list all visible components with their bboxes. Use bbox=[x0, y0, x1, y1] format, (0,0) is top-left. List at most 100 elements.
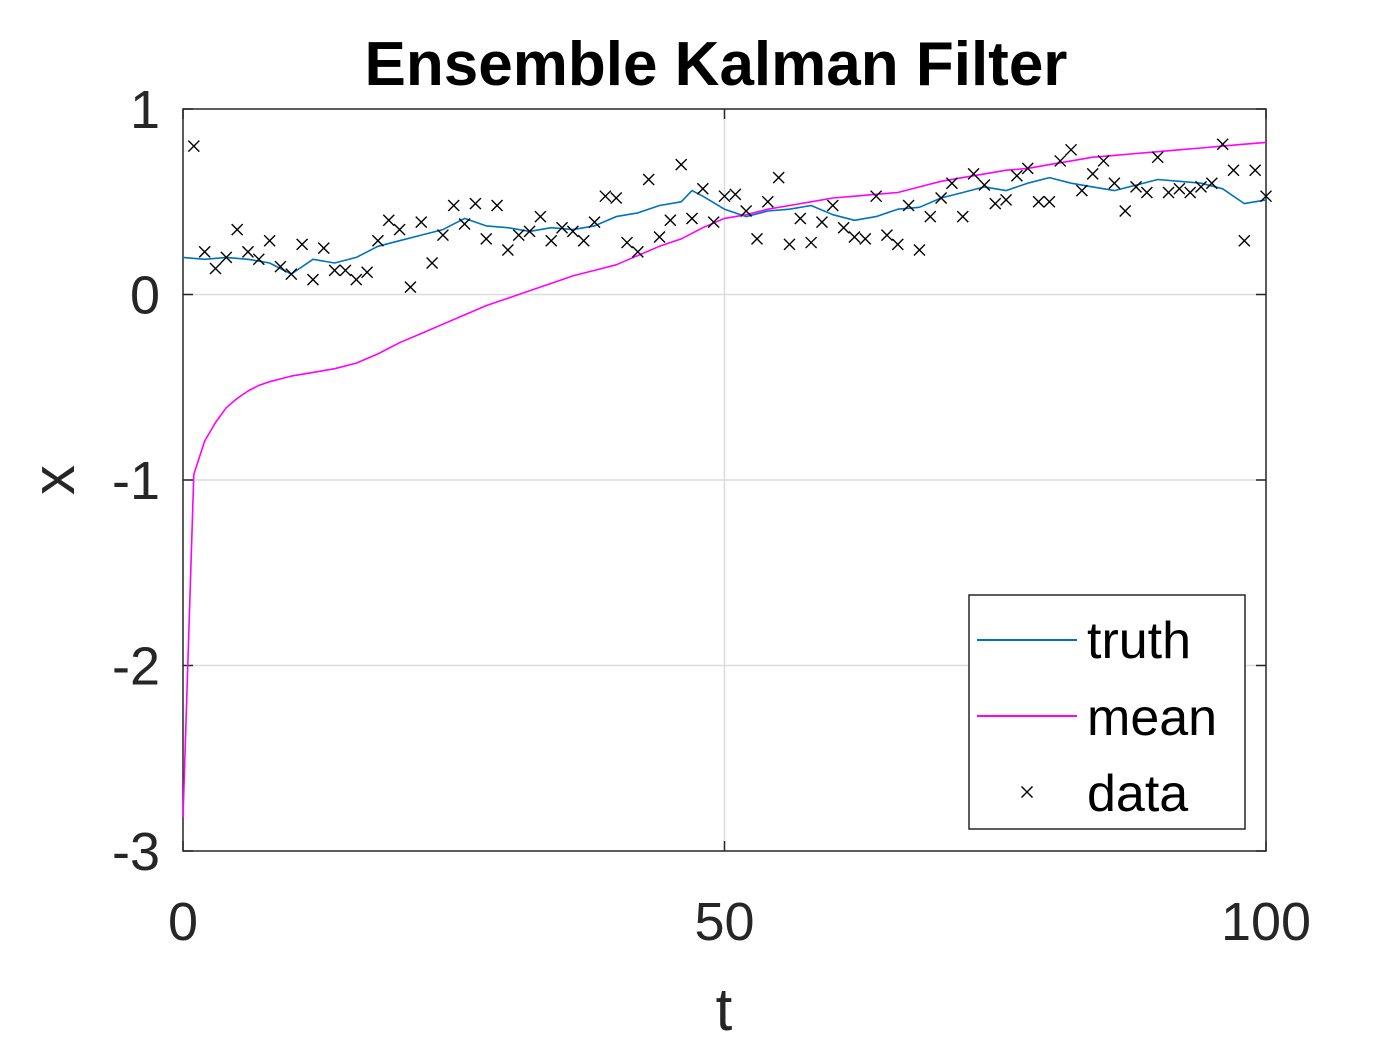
data-point bbox=[621, 236, 634, 249]
legend-label-mean: mean bbox=[1087, 689, 1217, 747]
data-point bbox=[956, 210, 969, 223]
data-point bbox=[1205, 177, 1218, 190]
legend-marker-data bbox=[1021, 786, 1033, 798]
data-point bbox=[350, 273, 363, 286]
data-point bbox=[415, 216, 428, 229]
data-point bbox=[675, 158, 688, 171]
data-point bbox=[1000, 193, 1013, 206]
data-point bbox=[1097, 154, 1110, 167]
data-point bbox=[1173, 182, 1186, 195]
data-point bbox=[339, 264, 352, 277]
data-point bbox=[815, 216, 828, 229]
legend-label-data: data bbox=[1087, 765, 1188, 823]
data-point bbox=[1216, 138, 1229, 151]
data-point bbox=[880, 229, 893, 242]
data-point bbox=[686, 212, 699, 225]
data-point bbox=[306, 273, 319, 286]
data-point bbox=[220, 251, 233, 264]
data-point bbox=[252, 253, 265, 266]
data-point bbox=[577, 234, 590, 247]
data-point bbox=[447, 199, 460, 212]
data-point bbox=[653, 231, 666, 243]
data-point bbox=[426, 256, 439, 269]
data-point bbox=[404, 281, 417, 294]
data-point bbox=[328, 264, 341, 277]
data-point bbox=[783, 238, 796, 251]
data-point bbox=[491, 199, 504, 212]
data-point bbox=[512, 229, 525, 242]
data-point bbox=[967, 167, 980, 180]
data-point bbox=[1075, 184, 1088, 197]
data-point bbox=[436, 229, 449, 242]
data-point bbox=[1249, 164, 1262, 177]
data-point bbox=[371, 234, 384, 247]
data-point bbox=[458, 218, 471, 231]
data-point bbox=[1140, 186, 1153, 199]
data-point bbox=[501, 243, 514, 256]
data-point bbox=[848, 231, 861, 243]
data-point bbox=[610, 192, 623, 205]
data-point bbox=[1227, 164, 1240, 177]
data-point bbox=[566, 225, 579, 238]
data-point bbox=[274, 260, 287, 273]
data-point bbox=[1162, 186, 1175, 199]
data-point bbox=[718, 190, 731, 203]
data-point bbox=[1032, 195, 1045, 208]
data-point bbox=[1043, 195, 1056, 208]
data-point bbox=[740, 205, 753, 218]
data-point bbox=[978, 179, 991, 192]
data-point bbox=[1065, 143, 1078, 156]
data-point bbox=[263, 234, 276, 247]
data-point bbox=[642, 173, 655, 186]
data-point bbox=[317, 242, 330, 255]
data-point bbox=[945, 177, 958, 190]
data-point bbox=[1151, 151, 1164, 164]
series-markers-data bbox=[187, 138, 1272, 294]
data-point bbox=[1238, 234, 1251, 247]
data-point bbox=[707, 216, 720, 229]
data-point bbox=[750, 232, 763, 245]
data-point bbox=[209, 262, 222, 275]
y-axis-label: x bbox=[20, 465, 87, 495]
data-point bbox=[187, 140, 200, 153]
x-tick-label: 0 bbox=[168, 892, 198, 952]
x-tick-label: 100 bbox=[1221, 892, 1311, 952]
legend-box bbox=[968, 594, 1246, 830]
series-line-truth bbox=[182, 176, 1267, 275]
data-point bbox=[1010, 169, 1023, 182]
data-point bbox=[231, 223, 244, 236]
data-point bbox=[772, 171, 785, 184]
data-point bbox=[794, 212, 807, 225]
x-tick-label: 50 bbox=[694, 892, 754, 952]
data-point bbox=[1108, 177, 1121, 190]
data-point bbox=[891, 238, 904, 251]
data-point bbox=[664, 214, 677, 227]
data-point bbox=[631, 245, 644, 258]
data-point bbox=[696, 182, 709, 195]
data-point bbox=[826, 199, 839, 212]
legend: truth mean data bbox=[968, 594, 1246, 830]
data-point bbox=[545, 234, 558, 247]
axis-ticks: 0 50 100 1 0 -1 -2 -3 bbox=[112, 80, 1311, 952]
data-point bbox=[870, 190, 883, 203]
data-point bbox=[989, 197, 1002, 210]
y-tick-label: -3 bbox=[112, 822, 160, 882]
data-point bbox=[902, 199, 915, 212]
y-tick-label: 1 bbox=[130, 80, 160, 140]
data-point bbox=[296, 238, 309, 251]
data-point bbox=[361, 266, 374, 279]
data-point bbox=[1054, 154, 1067, 167]
y-tick-label: 0 bbox=[130, 266, 160, 326]
data-point bbox=[1119, 205, 1132, 218]
data-point bbox=[1086, 167, 1099, 180]
data-point bbox=[761, 195, 774, 208]
data-point bbox=[480, 232, 493, 245]
data-point bbox=[859, 232, 872, 245]
data-point bbox=[1184, 186, 1197, 199]
data-point bbox=[469, 197, 482, 210]
series-layer bbox=[182, 138, 1272, 818]
data-point bbox=[534, 210, 547, 223]
grid bbox=[183, 109, 1266, 851]
data-point bbox=[1021, 162, 1034, 175]
